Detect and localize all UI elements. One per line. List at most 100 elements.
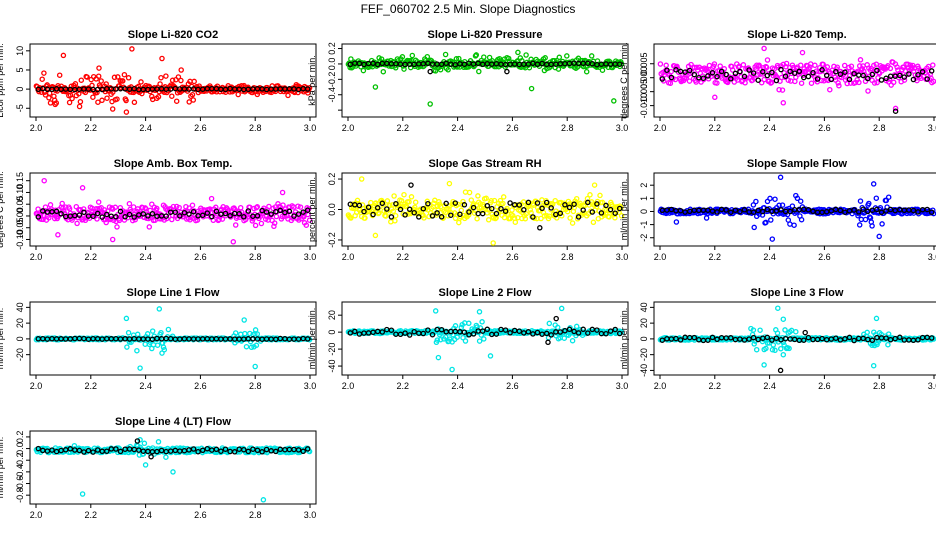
data-point: [145, 336, 151, 342]
data-point: [76, 103, 83, 110]
data-point: [291, 213, 297, 219]
data-point: [901, 77, 908, 83]
x-tick-label: 2.8: [249, 510, 262, 520]
data-point: [393, 200, 399, 207]
data-point: [928, 335, 935, 341]
data-point: [231, 449, 238, 455]
data-point: [860, 206, 866, 212]
data-point: [539, 205, 545, 212]
data-point: [502, 327, 509, 333]
data-point: [487, 353, 494, 359]
data-point: [461, 202, 468, 208]
data-point: [865, 75, 871, 82]
data-point: [392, 218, 398, 224]
data-point: [199, 212, 206, 219]
data-point: [163, 213, 169, 219]
data-point: [154, 342, 161, 348]
data-point: [55, 232, 61, 238]
data-point: [275, 201, 281, 207]
data-point: [812, 62, 818, 69]
data-point: [764, 57, 771, 63]
data-point: [434, 210, 440, 216]
data-point: [392, 212, 399, 219]
data-point: [408, 182, 414, 188]
data-point: [178, 77, 184, 84]
data-point: [99, 97, 105, 104]
data-point: [117, 85, 124, 92]
data-point: [253, 342, 260, 349]
data-point: [297, 204, 304, 210]
data-point: [362, 215, 368, 221]
data-point: [873, 315, 880, 322]
data-point: [910, 207, 917, 214]
data-point: [663, 62, 669, 69]
data-point: [427, 101, 433, 107]
data-point: [782, 73, 789, 79]
x-tick-label: 3.0: [616, 123, 629, 133]
data-point: [144, 331, 151, 337]
data-point: [515, 49, 521, 56]
data-point: [76, 447, 83, 454]
x-tick-label: 2.8: [873, 252, 886, 262]
data-point: [876, 233, 882, 240]
data-point: [874, 79, 880, 86]
data-point: [668, 206, 675, 213]
plot-frame: [29, 172, 317, 247]
data-point: [558, 305, 565, 312]
data-point: [778, 207, 784, 213]
data-point: [95, 73, 102, 79]
y-tick-label: 0.000: [639, 66, 649, 89]
x-tick-label: 2.2: [85, 381, 98, 391]
data-point: [808, 80, 815, 86]
y-tick-label: -40: [639, 364, 649, 377]
data-point: [254, 91, 261, 98]
data-point: [44, 209, 51, 215]
data-point: [468, 197, 475, 203]
data-point: [406, 206, 413, 213]
data-point: [520, 199, 527, 205]
x-tick-label: 2.8: [561, 381, 574, 391]
data-point: [755, 77, 761, 83]
x-tick-label: 2.8: [249, 123, 262, 133]
y-tick-label: -20: [15, 348, 25, 361]
data-point: [659, 337, 666, 343]
y-tick-label: -1: [639, 221, 649, 229]
data-point: [227, 213, 233, 219]
data-point: [732, 207, 739, 213]
y-tick-label: 0.0: [327, 58, 337, 71]
data-point: [851, 337, 857, 344]
data-point: [507, 200, 513, 206]
data-point: [493, 331, 500, 337]
data-point: [71, 442, 78, 449]
data-point: [484, 326, 491, 333]
data-point: [580, 207, 586, 213]
y-axis-label: Licor ppm per min.: [0, 43, 5, 118]
data-point: [46, 215, 52, 221]
data-point: [248, 344, 255, 351]
plot-frame: [29, 430, 317, 505]
data-point: [175, 74, 182, 80]
data-point: [668, 68, 674, 75]
data-point: [887, 65, 894, 72]
data-point: [452, 323, 459, 329]
data-point: [782, 327, 788, 333]
data-point: [242, 330, 248, 337]
data-point: [915, 337, 921, 343]
data-point: [796, 207, 803, 213]
data-point: [659, 76, 666, 82]
data-point: [767, 195, 773, 202]
data-point: [597, 192, 603, 199]
x-tick-label: 3.0: [928, 381, 936, 391]
data-point: [502, 208, 509, 214]
data-point: [481, 54, 487, 60]
data-point: [98, 78, 104, 84]
data-point: [541, 213, 548, 219]
data-point: [892, 335, 898, 342]
panel-3: Slope Li-820 Temp. degrees C per min. 2.0 2…: [619, 29, 936, 133]
data-point: [534, 200, 541, 206]
data-point: [737, 208, 743, 215]
data-point: [304, 446, 311, 452]
data-point: [252, 363, 258, 370]
data-point: [123, 109, 130, 115]
x-tick-label: 2.8: [561, 252, 574, 262]
